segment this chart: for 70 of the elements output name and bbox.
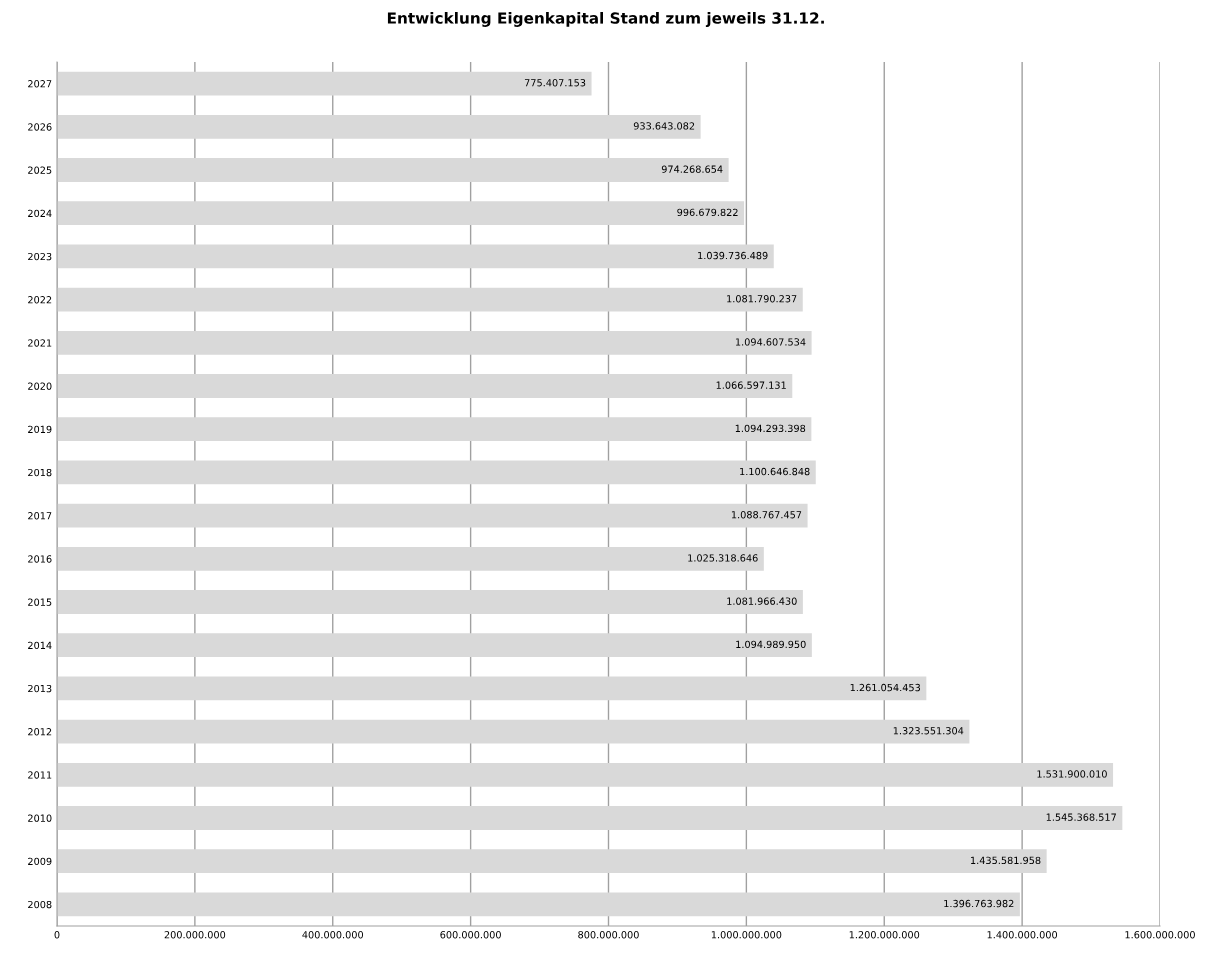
x-tick-label: 600.000.000 <box>440 931 501 939</box>
data-label: 1.435.581.958 <box>971 856 1041 865</box>
data-label: 1.545.368.517 <box>1046 813 1116 821</box>
data-label: 1.531.900.010 <box>1037 770 1107 778</box>
bar <box>57 201 745 226</box>
data-label: 1.088.767.457 <box>731 511 802 519</box>
x-tick-label: 400.000.000 <box>302 931 364 939</box>
data-label: 1.323.551.304 <box>893 727 964 735</box>
x-tick-label: 1.000.000.000 <box>711 931 782 939</box>
bar <box>57 417 812 442</box>
y-tick-label: 2019 <box>28 425 52 434</box>
x-tick-label: 0 <box>54 931 60 939</box>
bar <box>57 374 793 398</box>
y-tick-label: 2026 <box>28 123 52 131</box>
data-label: 1.396.763.982 <box>944 899 1014 908</box>
data-label: 1.094.293.398 <box>735 424 806 433</box>
bar <box>57 460 816 485</box>
y-tick-label: 2020 <box>28 382 52 390</box>
x-tick-label: 1.600.000.000 <box>1125 931 1195 939</box>
chart-title: Entwicklung Eigenkapital Stand zum jeweils 31.12. <box>387 12 824 27</box>
bar <box>57 71 592 96</box>
data-label: 1.039.736.489 <box>698 251 768 260</box>
y-tick-label: 2012 <box>28 728 52 736</box>
bar <box>57 503 808 528</box>
bar <box>57 546 764 571</box>
y-tick-label: 2024 <box>28 209 52 218</box>
y-tick-label: 2014 <box>28 641 52 650</box>
bar <box>57 114 701 139</box>
y-tick-label: 2018 <box>28 468 52 477</box>
data-label: 1.081.966.430 <box>727 597 797 605</box>
bar <box>57 330 812 355</box>
y-tick-label: 2011 <box>28 771 52 779</box>
bar <box>57 806 1123 830</box>
data-label: 1.066.597.131 <box>716 381 786 389</box>
data-label: 775.407.153 <box>524 79 586 87</box>
bar <box>57 676 927 701</box>
bar <box>57 892 1020 917</box>
y-tick-label: 2009 <box>28 857 52 866</box>
y-tick-label: 2021 <box>28 339 52 347</box>
data-label: 1.100.646.848 <box>740 467 810 476</box>
y-tick-label: 2008 <box>28 900 52 909</box>
y-tick-label: 2017 <box>28 512 52 520</box>
data-label: 1.261.054.453 <box>850 683 920 692</box>
bar <box>57 590 803 614</box>
data-label: 1.094.989.950 <box>736 640 806 649</box>
data-label: 1.081.790.237 <box>727 295 797 303</box>
data-label: 933.643.082 <box>633 122 695 130</box>
x-tick-label: 200.000.000 <box>164 931 226 939</box>
bar <box>57 158 729 182</box>
bar <box>57 287 803 312</box>
y-tick-label: 2015 <box>28 598 52 606</box>
bar <box>57 244 774 269</box>
data-label: 1.094.607.534 <box>735 338 806 346</box>
x-tick-label: 800.000.000 <box>578 931 639 939</box>
y-tick-label: 2016 <box>28 555 52 563</box>
x-tick-label: 1.200.000.000 <box>849 931 920 939</box>
bar <box>57 849 1047 874</box>
y-tick-label: 2022 <box>28 296 52 304</box>
data-label: 996.679.822 <box>677 208 738 217</box>
y-tick-label: 2023 <box>28 252 52 261</box>
y-tick-label: 2010 <box>28 814 52 822</box>
y-tick-label: 2013 <box>28 684 52 693</box>
x-tick-label: 1.400.000.000 <box>987 931 1058 939</box>
data-label: 974.268.654 <box>661 165 723 173</box>
y-tick-label: 2027 <box>28 80 52 88</box>
bar <box>57 762 1114 787</box>
bar <box>57 719 970 744</box>
bar <box>57 633 812 658</box>
data-label: 1.025.318.646 <box>688 554 758 562</box>
y-tick-label: 2025 <box>28 166 52 174</box>
